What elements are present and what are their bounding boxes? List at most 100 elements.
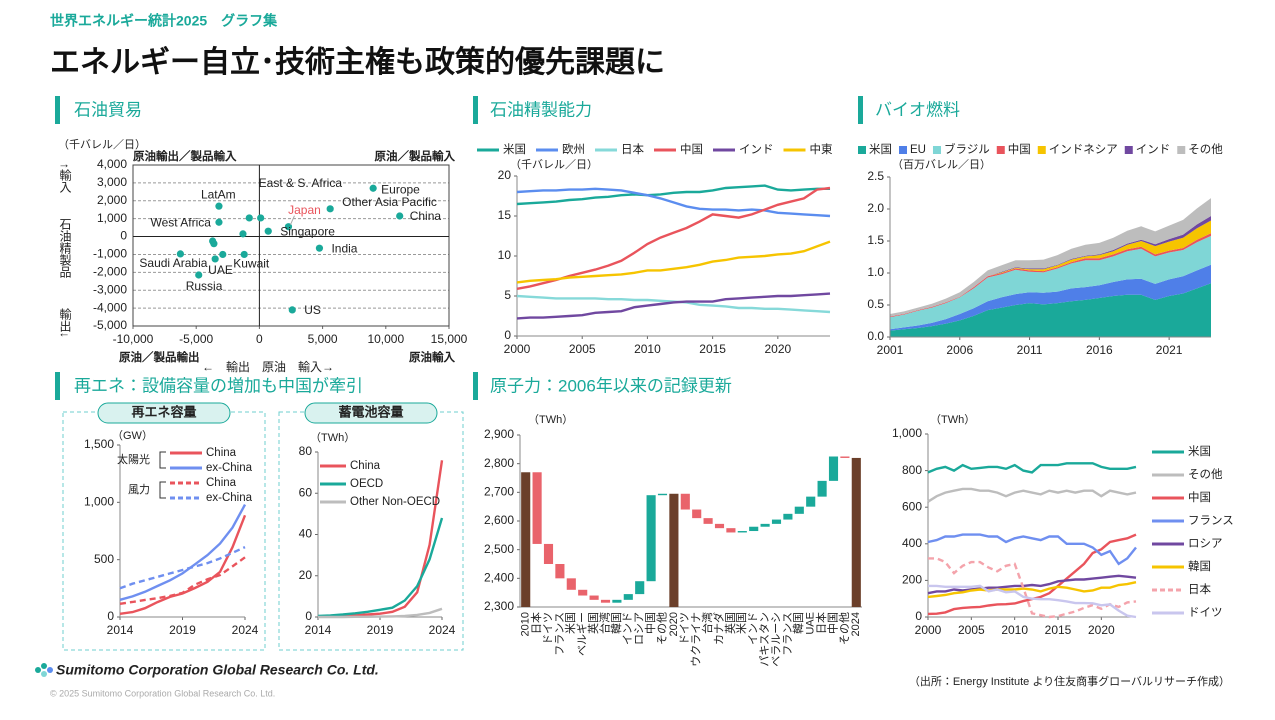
waterfall-bar — [760, 523, 770, 527]
x-tick-label: ウクライナ — [690, 612, 703, 667]
x-tick-label: ロシア — [634, 612, 646, 645]
y-tick-label: 1,500 — [84, 437, 114, 451]
point-label: Europe — [381, 182, 420, 196]
y-tick-label: 400 — [902, 536, 922, 550]
x-tick-label: 米国 — [735, 612, 748, 634]
stacked-area — [890, 235, 1211, 330]
waterfall-bar — [771, 519, 782, 524]
data-point — [257, 214, 265, 222]
y-tick-label: -2,000 — [93, 265, 127, 279]
legend-swatch — [932, 146, 941, 154]
y-tick-label: 2,400 — [484, 571, 514, 585]
x-tick-label: 2005 — [958, 623, 985, 637]
legend-swatch — [1124, 146, 1133, 154]
waterfall-bar — [828, 456, 839, 481]
point-label: Japan — [288, 203, 321, 217]
waterfall-bar — [806, 496, 816, 507]
waterfall-bar — [589, 595, 599, 600]
waterfall-bar — [783, 513, 793, 520]
x-tick-label: ドイツ — [679, 612, 691, 645]
unit-label: （TWh） — [528, 413, 573, 426]
section-title: 原子力：2006年以来の記録更新 — [490, 376, 732, 395]
x-tick-label: 2020 — [764, 342, 791, 356]
y-tick-label: 2,800 — [484, 456, 514, 470]
legend-group-label: 太陽光 — [117, 452, 150, 466]
legend-label: ex-China — [206, 492, 253, 504]
legend-label: China — [350, 460, 381, 472]
data-point — [240, 250, 248, 259]
unit-label: （千バレル／日） — [510, 158, 598, 171]
waterfall-bar — [737, 531, 747, 533]
y-tick-label: 2.0 — [867, 201, 884, 215]
x-tick-label: 米国 — [564, 612, 577, 634]
y-tick-label: 1.5 — [867, 233, 884, 247]
point-label: East & S. Africa — [259, 176, 343, 190]
y-tick-label: -3,000 — [93, 282, 127, 296]
x-tick-label: 2015 — [1045, 623, 1072, 637]
x-tick-label: 韓国 — [610, 612, 623, 634]
x-tick-label: 台湾 — [700, 612, 714, 634]
y-tick-label: 4,000 — [97, 157, 127, 171]
legend-swatch — [1037, 146, 1046, 154]
x-tick-label: 2000 — [915, 623, 942, 637]
x-tick-label: 2020 — [1088, 623, 1115, 637]
y-tick-label: 1,000 — [97, 211, 127, 225]
waterfall-bar — [600, 599, 611, 603]
stacked-area — [890, 283, 1211, 337]
x-tick-label: 0 — [256, 332, 263, 346]
waterfall-bar — [851, 457, 861, 607]
unit-label: （TWh） — [310, 431, 355, 444]
data-point — [219, 250, 227, 259]
point-label: India — [331, 241, 357, 255]
quadrant-label: 原油／製品輸入 — [375, 149, 456, 163]
waterfall-bar — [635, 581, 645, 595]
quadrant-label: 原油輸入 — [409, 350, 455, 364]
series-line — [927, 462, 1137, 474]
legend-brace — [159, 481, 166, 499]
data-point — [211, 255, 219, 263]
y-axis-label: ↑輸入 — [58, 163, 72, 193]
section-bar — [858, 96, 863, 124]
section-bar — [473, 96, 478, 124]
point-label: West Africa — [150, 215, 211, 229]
section-bar — [55, 96, 60, 124]
x-tick-label: 2014 — [305, 623, 332, 637]
y-tick-label: 2,000 — [97, 193, 127, 207]
x-tick-label: 15,000 — [431, 332, 468, 346]
legend-label: ロシア — [1188, 538, 1223, 550]
point-label: US — [304, 303, 321, 317]
legend-label: ex-China — [206, 462, 253, 474]
legend-label: 韓国 — [1188, 560, 1211, 573]
y-tick-label: 2.5 — [867, 169, 884, 183]
data-point — [284, 223, 293, 231]
y-tick-label: 1.0 — [867, 265, 884, 279]
waterfall-bar — [840, 456, 850, 458]
waterfall-bar — [817, 480, 827, 497]
legend-label: 中国 — [680, 143, 703, 156]
y-tick-label: 2,300 — [484, 599, 514, 613]
x-tick-label: パキスタン — [758, 612, 771, 667]
y-tick-label: 15 — [498, 208, 512, 222]
series-line — [927, 533, 1137, 616]
y-tick-label: 3,000 — [97, 175, 127, 189]
series-line — [927, 533, 1137, 566]
copyright: © 2025 Sumitomo Corporation Global Resea… — [50, 688, 275, 698]
unit-label: （GW） — [112, 429, 153, 442]
waterfall-bar — [646, 495, 656, 582]
y-tick-label: -4,000 — [93, 300, 127, 314]
waterfall-bar — [623, 594, 633, 600]
series-line — [927, 487, 1137, 503]
series-line — [516, 184, 830, 206]
series-line — [516, 292, 831, 320]
series-line — [928, 557, 1137, 619]
x-tick-label: ベラルーシ — [770, 612, 782, 667]
data-point — [288, 306, 296, 314]
legend-label: 中国 — [1008, 143, 1031, 156]
quadrant-label: 原油／製品輸出 — [119, 350, 200, 364]
x-tick-label: カナダ — [711, 612, 725, 645]
legend-label: Other Non-OECD — [350, 496, 440, 508]
point-label: Singapore — [280, 224, 335, 238]
point-label: Other Asia Pacific — [342, 195, 437, 209]
quadrant-label: 原油輸出／製品輸入 — [133, 149, 237, 163]
unit-label: （TWh） — [930, 413, 975, 426]
